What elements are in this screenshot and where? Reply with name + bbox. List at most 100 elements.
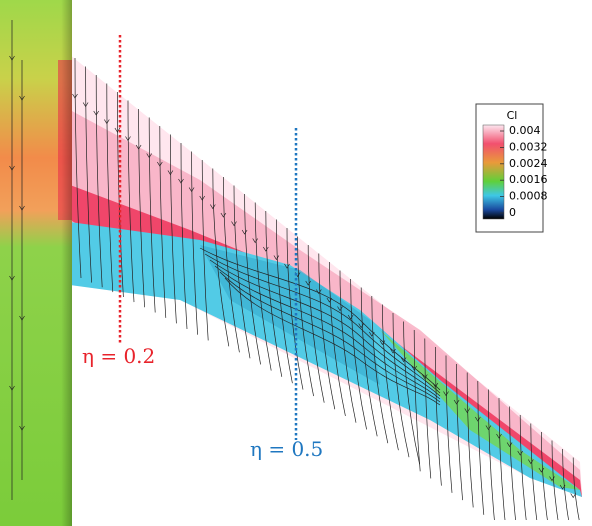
streamline (233, 185, 251, 359)
arrow (9, 275, 15, 281)
streamline (498, 397, 506, 521)
streamline (170, 134, 177, 324)
streamline (466, 372, 474, 508)
arrow (538, 467, 545, 473)
arrow (358, 323, 364, 329)
fuselage (0, 0, 72, 526)
streamline (530, 423, 538, 521)
streamlines (9, 20, 580, 521)
streamline (127, 100, 135, 303)
arrow (220, 212, 227, 218)
arrow (19, 315, 25, 321)
streamline (223, 176, 240, 353)
streamline (148, 117, 156, 313)
streamline (445, 355, 453, 493)
arrow (337, 306, 343, 312)
arrow (252, 238, 258, 244)
arrow (305, 280, 311, 286)
arrow (146, 153, 152, 159)
arrow (316, 289, 322, 295)
arrow (485, 425, 492, 431)
streamline (85, 66, 92, 283)
colorbar-scale (482, 124, 505, 220)
arrow (273, 255, 280, 261)
arrow (528, 459, 534, 465)
streamline (286, 227, 304, 390)
arrow (199, 195, 205, 201)
arrow (464, 408, 470, 414)
arrow (411, 365, 417, 371)
arrow (559, 484, 566, 490)
streamline (318, 253, 336, 410)
arrow (19, 205, 25, 211)
arrow (549, 476, 555, 482)
arrow (125, 136, 131, 142)
colorbar-tick-label: 0.0032 (509, 140, 548, 153)
arrow (82, 102, 89, 108)
arrow (93, 110, 99, 116)
streamline (424, 338, 432, 479)
colorbar-title: Cl (507, 109, 518, 122)
streamline (244, 193, 261, 365)
streamline (297, 236, 314, 397)
streamline (541, 431, 548, 521)
arrow (210, 204, 216, 210)
streamline (265, 210, 283, 377)
streamline (276, 219, 293, 384)
streamline (403, 321, 420, 465)
arrow (241, 229, 248, 235)
arrow (284, 263, 290, 269)
streamline (138, 108, 145, 308)
streamline (509, 406, 516, 521)
arrow (9, 385, 15, 391)
streamline (488, 389, 495, 521)
arrow (72, 93, 78, 99)
arrow (453, 399, 460, 405)
streamline (339, 270, 357, 423)
arrow (379, 340, 386, 346)
arrow (422, 374, 428, 380)
streamline (214, 265, 441, 400)
streamline (413, 329, 421, 472)
arrow (19, 95, 25, 101)
streamline (371, 295, 389, 444)
streamline (307, 244, 325, 403)
streamline (106, 83, 114, 293)
arrow (114, 127, 121, 133)
streamline (477, 380, 485, 515)
colorbar: Cl 0.004 0.0032 0.0024 0.0016 0.0008 0 (475, 103, 548, 233)
streamline (95, 74, 103, 288)
streamline (191, 151, 198, 335)
streamline (392, 312, 410, 458)
streamline (551, 440, 559, 521)
arrow (19, 425, 25, 431)
arrow (326, 297, 333, 303)
colorbar-tick-label: 0.0016 (509, 173, 548, 186)
streamline (180, 142, 188, 330)
streamline (74, 57, 82, 279)
colorbar-tick-label: 0.0024 (509, 157, 548, 170)
annotation: η = 0.2 (82, 344, 155, 368)
arrow (231, 221, 237, 227)
colorbar-tick-label: 0.004 (509, 124, 541, 137)
arrow (9, 55, 15, 61)
streamline (329, 261, 346, 416)
streamline (456, 363, 463, 501)
streamline (562, 448, 569, 521)
arrow (347, 314, 354, 320)
streamline (204, 253, 441, 394)
arrow (178, 178, 184, 184)
arrow (475, 416, 481, 422)
streamline (350, 278, 367, 430)
arrow (443, 391, 449, 397)
arrow (135, 144, 142, 150)
arrow (188, 187, 195, 193)
streamline (209, 259, 441, 397)
arrow (263, 246, 269, 252)
arrow (167, 170, 174, 176)
arrow (400, 357, 407, 363)
streamline (572, 457, 580, 521)
streamline (159, 125, 167, 318)
colorbar-tick-label: 0.0008 (509, 190, 548, 203)
streamline (212, 168, 230, 347)
